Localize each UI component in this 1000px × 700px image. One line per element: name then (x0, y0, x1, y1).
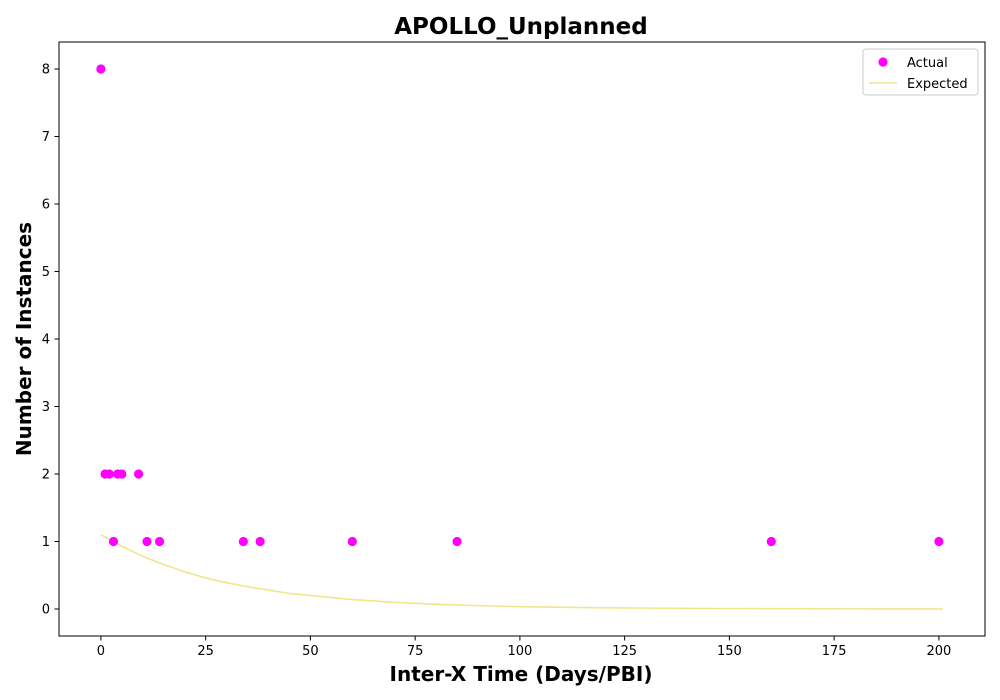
x-tick-label: 50 (302, 644, 319, 659)
data-point-actual-11 (347, 536, 357, 547)
chart-legend: Actual Expected (862, 48, 979, 96)
data-point-actual-12 (452, 536, 462, 547)
legend-marker-actual (878, 57, 888, 67)
y-tick-label: 7 (42, 130, 50, 145)
data-point-actual-6 (134, 469, 144, 479)
data-point-actual-9 (238, 536, 248, 547)
y-tick-label: 1 (42, 535, 50, 550)
y-tick-label: 5 (42, 265, 50, 280)
data-point-actual-5 (117, 469, 127, 479)
data-point-actual-8 (154, 536, 165, 547)
x-tick-label: 0 (97, 644, 105, 659)
y-tick-label: 6 (42, 198, 50, 213)
y-tick-label: 3 (42, 400, 50, 415)
x-axis-label: Inter-X Time (Days/PBI) (390, 662, 653, 686)
legend-label-expected: Expected (907, 77, 968, 92)
x-tick-label: 75 (407, 644, 424, 659)
y-tick-label: 2 (42, 468, 50, 483)
x-tick-label: 175 (822, 644, 847, 659)
x-tick-label: 200 (926, 644, 951, 659)
y-tick-label: 8 (42, 63, 50, 78)
plot-frame (58, 41, 986, 637)
data-point-actual-0 (96, 64, 106, 74)
x-tick-label: 125 (612, 644, 637, 659)
legend-label-actual: Actual (907, 56, 948, 71)
x-tick-label: 150 (717, 644, 742, 659)
data-point-actual-13 (766, 536, 776, 547)
data-point-actual-10 (255, 536, 265, 547)
data-point-actual-7 (142, 536, 152, 547)
plot-area: 0 25 50 75 100 125 150 175 200 0 1 2 3 4 5 6 7 8 (42, 41, 986, 659)
y-tick-label: 4 (42, 333, 50, 348)
x-tick-label: 100 (507, 644, 532, 659)
chart-title: APOLLO_Unplanned (394, 14, 647, 40)
data-point-actual-14 (934, 536, 944, 547)
data-point-actual-2 (104, 469, 114, 479)
y-axis-label: Number of Instances (12, 222, 36, 456)
y-tick-label: 0 (42, 603, 50, 618)
data-point-actual-3 (108, 536, 119, 547)
x-tick-label: 25 (197, 644, 214, 659)
series-line-expected (100, 534, 944, 610)
